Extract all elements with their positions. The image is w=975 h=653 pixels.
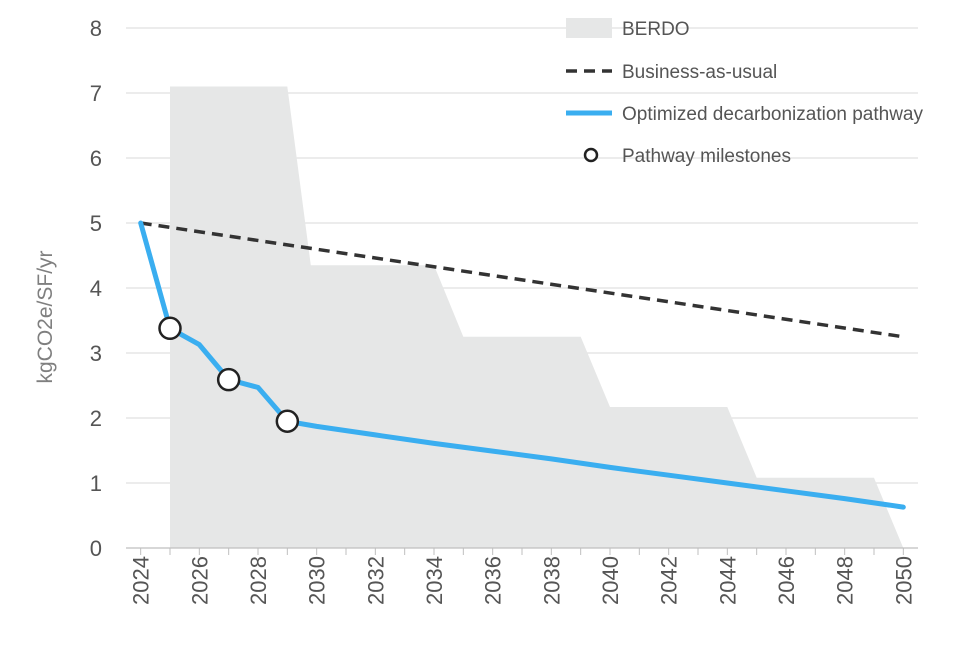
y-tick-label: 5 [90, 211, 102, 236]
x-tick-label: 2038 [539, 556, 564, 605]
x-tick-label: 2048 [833, 556, 858, 605]
legend-swatch-milestones [583, 147, 599, 163]
x-tick-label: 2032 [363, 556, 388, 605]
legend: BERDO Business-as-usual Optimized decarbon… [566, 18, 924, 167]
y-tick-label: 4 [90, 276, 102, 301]
milestone-marker [158, 316, 182, 341]
pathway-line [138, 220, 906, 510]
milestone-markers [158, 316, 300, 433]
x-tick-label: 2024 [129, 556, 154, 605]
berdo-area-layer [170, 86, 904, 548]
x-tick-label: 2042 [657, 556, 682, 605]
y-axis-title: kgCO2e/SF/yr [34, 250, 57, 383]
x-tick-label: 2030 [305, 556, 330, 605]
x-tick-label: 2050 [891, 556, 916, 605]
legend-swatch-berdo [566, 18, 612, 38]
x-tick-label: 2034 [422, 556, 447, 605]
y-tick-label: 6 [90, 146, 102, 171]
y-tick-label: 7 [90, 81, 102, 106]
bau-line [140, 221, 904, 339]
series-lines [138, 220, 906, 510]
tick-labels: 0 1 2 3 4 5 6 7 8 2024 2026 2028 2030 2032 2034 2036 203… [90, 16, 917, 605]
milestone-marker [216, 367, 241, 392]
legend-label-bau: Business-as-usual [622, 62, 777, 83]
axes [126, 547, 918, 555]
y-tick-label: 0 [90, 536, 102, 561]
legend-label-berdo: BERDO [622, 19, 690, 40]
legend-label-milestones: Pathway milestones [622, 146, 791, 167]
y-tick-label: 2 [90, 406, 102, 431]
x-tick-label: 2040 [598, 556, 623, 605]
legend-label-pathway: Optimized decarbonization pathway [622, 104, 924, 125]
y-tick-label: 8 [90, 16, 102, 41]
x-tick-label: 2044 [715, 556, 740, 605]
berdo-area [170, 86, 904, 548]
y-tick-label: 1 [90, 471, 102, 496]
x-tick-label: 2028 [246, 556, 271, 605]
x-tick-label: 2026 [187, 556, 212, 605]
y-tick-label: 3 [90, 341, 102, 366]
x-tick-label: 2046 [774, 556, 799, 605]
x-tick-label: 2036 [481, 556, 506, 605]
milestone-marker [275, 409, 300, 433]
